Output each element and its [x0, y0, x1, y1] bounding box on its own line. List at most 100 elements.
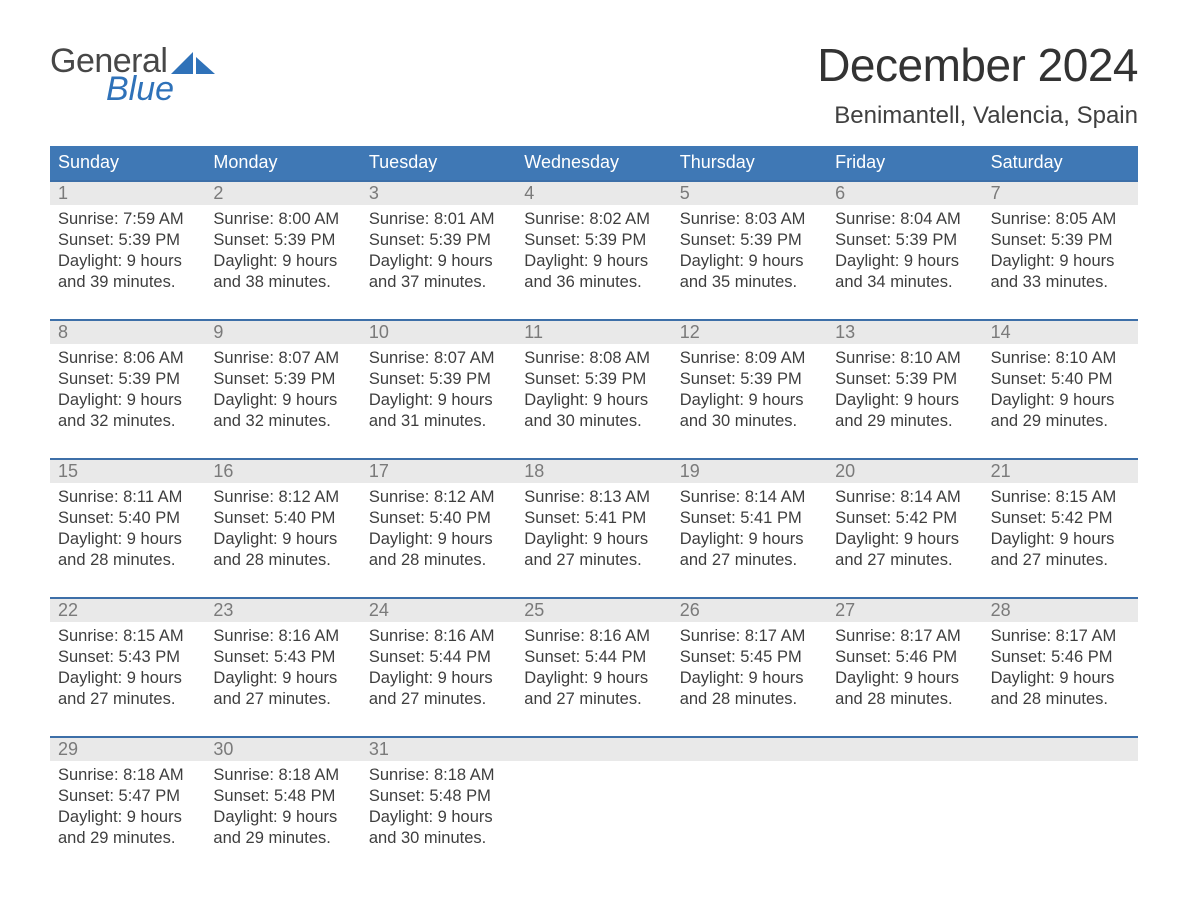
sunset-line: Sunset: 5:42 PM — [991, 508, 1130, 529]
sunrise-line: Sunrise: 8:18 AM — [58, 765, 197, 786]
day-cell — [672, 761, 827, 857]
sunset-line: Sunset: 5:39 PM — [58, 369, 197, 390]
day-cell: Sunrise: 8:15 AMSunset: 5:42 PMDaylight:… — [983, 483, 1138, 579]
day-cell: Sunrise: 8:03 AMSunset: 5:39 PMDaylight:… — [672, 205, 827, 301]
daylight-line-1: Daylight: 9 hours — [991, 251, 1130, 272]
sunrise-line: Sunrise: 8:11 AM — [58, 487, 197, 508]
dow-tuesday: Tuesday — [361, 146, 516, 180]
day-cell — [827, 761, 982, 857]
sunrise-line: Sunrise: 8:07 AM — [213, 348, 352, 369]
daynum-row: 1234567 — [50, 182, 1138, 205]
day-number: 23 — [205, 599, 360, 622]
daylight-line-2: and 28 minutes. — [369, 550, 508, 571]
sunrise-line: Sunrise: 8:06 AM — [58, 348, 197, 369]
daylight-line-2: and 29 minutes. — [835, 411, 974, 432]
day-number: 19 — [672, 460, 827, 483]
week-row: 1234567Sunrise: 7:59 AMSunset: 5:39 PMDa… — [50, 180, 1138, 301]
dow-sunday: Sunday — [50, 146, 205, 180]
daylight-line-2: and 28 minutes. — [213, 550, 352, 571]
daynum-row: 891011121314 — [50, 321, 1138, 344]
day-cell: Sunrise: 8:17 AMSunset: 5:45 PMDaylight:… — [672, 622, 827, 718]
day-cell: Sunrise: 8:16 AMSunset: 5:44 PMDaylight:… — [516, 622, 671, 718]
sunset-line: Sunset: 5:45 PM — [680, 647, 819, 668]
sunset-line: Sunset: 5:39 PM — [213, 369, 352, 390]
daylight-line-2: and 39 minutes. — [58, 272, 197, 293]
daylight-line-2: and 27 minutes. — [835, 550, 974, 571]
sunset-line: Sunset: 5:43 PM — [213, 647, 352, 668]
daylight-line-2: and 34 minutes. — [835, 272, 974, 293]
sunrise-line: Sunrise: 8:02 AM — [524, 209, 663, 230]
sunset-line: Sunset: 5:39 PM — [835, 369, 974, 390]
sunset-line: Sunset: 5:39 PM — [680, 230, 819, 251]
daylight-line-2: and 27 minutes. — [524, 689, 663, 710]
sunrise-line: Sunrise: 8:12 AM — [369, 487, 508, 508]
daylight-line-1: Daylight: 9 hours — [369, 390, 508, 411]
day-cell — [983, 761, 1138, 857]
day-cell: Sunrise: 8:12 AMSunset: 5:40 PMDaylight:… — [205, 483, 360, 579]
day-cell: Sunrise: 8:07 AMSunset: 5:39 PMDaylight:… — [205, 344, 360, 440]
day-cell: Sunrise: 8:16 AMSunset: 5:44 PMDaylight:… — [361, 622, 516, 718]
daylight-line-2: and 28 minutes. — [991, 689, 1130, 710]
day-number: 26 — [672, 599, 827, 622]
sunset-line: Sunset: 5:39 PM — [680, 369, 819, 390]
daylight-line-2: and 32 minutes. — [58, 411, 197, 432]
day-number: 6 — [827, 182, 982, 205]
sunrise-line: Sunrise: 8:05 AM — [991, 209, 1130, 230]
day-cell: Sunrise: 8:14 AMSunset: 5:42 PMDaylight:… — [827, 483, 982, 579]
daylight-line-1: Daylight: 9 hours — [991, 390, 1130, 411]
daylight-line-1: Daylight: 9 hours — [524, 251, 663, 272]
sunset-line: Sunset: 5:39 PM — [524, 230, 663, 251]
day-cell: Sunrise: 8:16 AMSunset: 5:43 PMDaylight:… — [205, 622, 360, 718]
daylight-line-2: and 27 minutes. — [58, 689, 197, 710]
sunrise-line: Sunrise: 8:03 AM — [680, 209, 819, 230]
sunset-line: Sunset: 5:41 PM — [680, 508, 819, 529]
sunrise-line: Sunrise: 8:16 AM — [524, 626, 663, 647]
daylight-line-1: Daylight: 9 hours — [213, 529, 352, 550]
day-cell: Sunrise: 8:10 AMSunset: 5:40 PMDaylight:… — [983, 344, 1138, 440]
sunset-line: Sunset: 5:41 PM — [524, 508, 663, 529]
day-of-week-header: SundayMondayTuesdayWednesdayThursdayFrid… — [50, 146, 1138, 180]
daylight-line-2: and 33 minutes. — [991, 272, 1130, 293]
sunset-line: Sunset: 5:43 PM — [58, 647, 197, 668]
page-title: December 2024 — [817, 38, 1138, 92]
day-cell: Sunrise: 8:02 AMSunset: 5:39 PMDaylight:… — [516, 205, 671, 301]
sunrise-line: Sunrise: 8:10 AM — [991, 348, 1130, 369]
day-cell: Sunrise: 8:04 AMSunset: 5:39 PMDaylight:… — [827, 205, 982, 301]
day-number: 25 — [516, 599, 671, 622]
sunrise-line: Sunrise: 8:13 AM — [524, 487, 663, 508]
daylight-line-1: Daylight: 9 hours — [369, 529, 508, 550]
sunrise-line: Sunrise: 8:15 AM — [58, 626, 197, 647]
dow-friday: Friday — [827, 146, 982, 180]
sunrise-line: Sunrise: 8:17 AM — [991, 626, 1130, 647]
daylight-line-2: and 30 minutes. — [369, 828, 508, 849]
day-cell: Sunrise: 8:18 AMSunset: 5:48 PMDaylight:… — [205, 761, 360, 857]
sunrise-line: Sunrise: 8:08 AM — [524, 348, 663, 369]
day-cell: Sunrise: 8:00 AMSunset: 5:39 PMDaylight:… — [205, 205, 360, 301]
day-cell: Sunrise: 8:10 AMSunset: 5:39 PMDaylight:… — [827, 344, 982, 440]
sunset-line: Sunset: 5:39 PM — [369, 369, 508, 390]
day-cell: Sunrise: 8:17 AMSunset: 5:46 PMDaylight:… — [827, 622, 982, 718]
daylight-line-2: and 27 minutes. — [680, 550, 819, 571]
day-number: 9 — [205, 321, 360, 344]
sunset-line: Sunset: 5:48 PM — [213, 786, 352, 807]
daylight-line-2: and 30 minutes. — [680, 411, 819, 432]
sunset-line: Sunset: 5:44 PM — [369, 647, 508, 668]
day-number: 30 — [205, 738, 360, 761]
daylight-line-2: and 28 minutes. — [835, 689, 974, 710]
daynum-row: 22232425262728 — [50, 599, 1138, 622]
sunrise-line: Sunrise: 8:01 AM — [369, 209, 508, 230]
daylight-line-2: and 28 minutes. — [58, 550, 197, 571]
day-cell: Sunrise: 8:17 AMSunset: 5:46 PMDaylight:… — [983, 622, 1138, 718]
daylight-line-1: Daylight: 9 hours — [524, 668, 663, 689]
day-number: 28 — [983, 599, 1138, 622]
week-row: 293031....Sunrise: 8:18 AMSunset: 5:47 P… — [50, 736, 1138, 857]
sunset-line: Sunset: 5:47 PM — [58, 786, 197, 807]
day-number: 13 — [827, 321, 982, 344]
dow-monday: Monday — [205, 146, 360, 180]
daylight-line-1: Daylight: 9 hours — [369, 251, 508, 272]
sunset-line: Sunset: 5:42 PM — [835, 508, 974, 529]
day-number: 18 — [516, 460, 671, 483]
week-row: 15161718192021Sunrise: 8:11 AMSunset: 5:… — [50, 458, 1138, 579]
daylight-line-2: and 27 minutes. — [524, 550, 663, 571]
sunrise-line: Sunrise: 8:14 AM — [680, 487, 819, 508]
